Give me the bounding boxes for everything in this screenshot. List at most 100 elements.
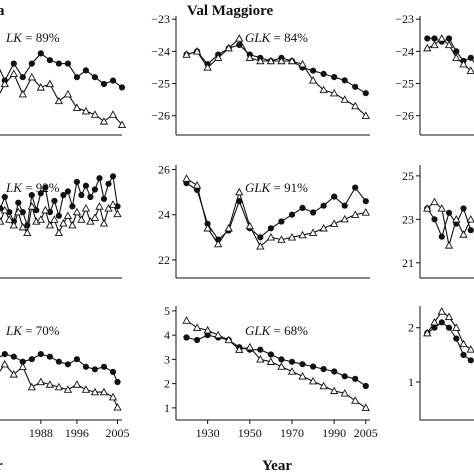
circle-point [46, 353, 54, 360]
triangle-point [0, 79, 9, 88]
triangle-point [308, 75, 318, 84]
circle-point [424, 35, 431, 42]
triangle-point [104, 203, 113, 212]
circle-point [82, 182, 89, 189]
triangle-point [86, 217, 95, 225]
panel-9: 21 [408, 306, 474, 421]
circle-point [431, 35, 438, 42]
circle-point [64, 361, 71, 368]
circle-point [288, 358, 296, 365]
triangle-point [459, 230, 468, 238]
circle-point [28, 60, 35, 67]
circle-series-line [0, 353, 119, 383]
triangle-point [329, 88, 339, 97]
circle-point [257, 234, 264, 241]
circle-point [278, 218, 285, 225]
triangle-point [81, 203, 91, 212]
glk-annotation: GLK = 84% [245, 30, 308, 45]
circle-point [257, 346, 264, 353]
circle-point [37, 190, 44, 197]
circle-point [236, 41, 243, 49]
triangle-point [36, 377, 46, 386]
circle-point [267, 351, 275, 358]
circle-point [431, 216, 438, 223]
circle-point [46, 57, 54, 64]
circle-point [69, 203, 76, 210]
triangle-point [9, 370, 18, 378]
triangle-point [444, 312, 454, 321]
circle-point [310, 363, 317, 370]
triangle-point [430, 317, 439, 326]
x-tick-label: 2005 [354, 426, 378, 440]
panel-3: −23 −24 −25 −26 [395, 12, 474, 136]
triangle-point [437, 34, 446, 42]
triangle-point [99, 117, 109, 125]
circle-point [91, 186, 98, 193]
y-tick-label: 23 [402, 212, 414, 226]
triangle-point [41, 205, 50, 214]
triangle-point [54, 382, 64, 391]
circle-point [82, 67, 89, 74]
triangle-point [277, 362, 286, 370]
circle-point [1, 193, 8, 201]
xlabel-left: r [0, 458, 3, 474]
triangle-point [287, 367, 297, 375]
triangle-point [214, 239, 223, 248]
triangle-point [329, 219, 339, 227]
y-tick-label: 2 [164, 377, 170, 391]
circle-point [105, 180, 112, 187]
triangle-point [113, 209, 122, 218]
triangle-point [224, 223, 233, 232]
circle-point [64, 60, 71, 67]
panel-6: 25 23 21 [402, 165, 474, 279]
y-tick-label: 5 [164, 304, 170, 318]
triangle-point [459, 59, 468, 68]
triangle-point [0, 205, 9, 214]
triangle-point [72, 380, 82, 388]
y-tick-label: −24 [395, 44, 414, 58]
triangle-point [423, 204, 432, 212]
triangle-point [351, 210, 360, 218]
triangle-point [319, 85, 328, 94]
triangle-point [45, 380, 55, 388]
triangle-point [466, 215, 474, 223]
triangle-point [182, 50, 191, 58]
triangle-point [99, 387, 109, 396]
circle-point [100, 80, 108, 88]
triangle-point [245, 342, 254, 351]
triangle-point [452, 323, 461, 331]
triangle-point [63, 385, 73, 393]
circle-series-line [186, 334, 367, 387]
triangle-point [224, 43, 233, 52]
triangle-point [203, 325, 212, 334]
circle-point [28, 356, 35, 363]
triangle-point [224, 335, 233, 344]
circle-point [278, 356, 285, 363]
triangle-point [452, 53, 461, 61]
circle-point [460, 205, 467, 212]
triangle-point [192, 181, 202, 189]
triangle-point [444, 241, 454, 249]
triangle-point [245, 53, 254, 61]
x-tick-label: 1990 [322, 426, 346, 440]
triangle-point [95, 202, 104, 210]
triangle-point [423, 43, 432, 52]
triangle-series-line [0, 203, 118, 235]
triangle-point [235, 345, 244, 353]
triangle-point [108, 392, 118, 401]
circle-point [100, 195, 108, 202]
y-tick-label: 24 [158, 208, 170, 222]
y-tick-label: −26 [395, 109, 414, 123]
xlabel-center: Year [262, 458, 292, 474]
triangle-point [287, 56, 297, 65]
triangle-point [256, 56, 265, 65]
triangle-point [9, 220, 18, 229]
triangle-point [54, 228, 64, 236]
x-tick-label: 1988 [29, 426, 53, 440]
triangle-point [308, 376, 318, 385]
y-tick-label: −26 [151, 109, 170, 123]
circle-point [362, 90, 369, 97]
circle-point [331, 368, 338, 375]
circle-point [460, 351, 467, 359]
triangle-point [182, 316, 191, 324]
